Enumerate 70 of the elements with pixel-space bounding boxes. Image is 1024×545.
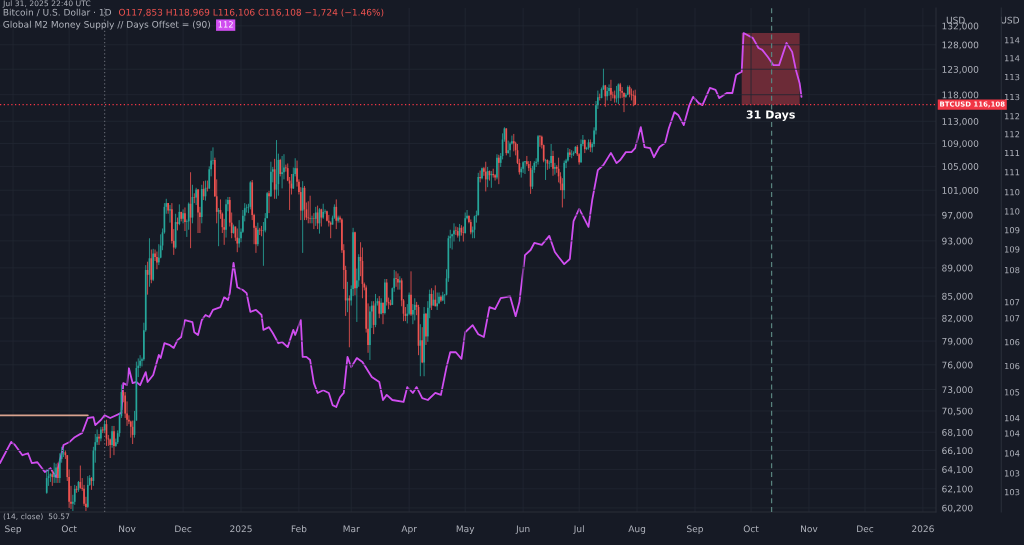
y2-tick-label: 111: [1004, 169, 1020, 176]
x-tick-label: Oct: [743, 525, 759, 533]
x-tick-label: Sep: [5, 525, 22, 534]
y2-tick-label: 109: [1004, 227, 1020, 234]
x-tick-label: Jun: [515, 525, 530, 534]
y2-tick-label: 106: [1004, 339, 1020, 346]
x-tick-label: May: [456, 525, 475, 534]
y-tick-label: 89,000: [942, 264, 973, 273]
candlestick: [507, 140, 510, 155]
y-tick-label: 97,000: [942, 211, 973, 220]
y2-tick-label: 105: [1004, 389, 1020, 396]
y-tick-label: 60,200: [942, 504, 973, 513]
y2-tick-label: 107: [1004, 299, 1020, 306]
x-tick-label: 2026: [912, 525, 934, 533]
y-tick-label: 105,000: [942, 163, 979, 171]
y2-tick-label: 113: [1004, 73, 1020, 81]
y2-tick-label: 114: [1004, 37, 1020, 44]
y2-tick-label: 104: [1004, 430, 1020, 437]
y-tick-label: 79,000: [942, 337, 973, 346]
y2-tick-label: 110: [1004, 208, 1020, 215]
y2-tick-label: 112: [1004, 113, 1020, 120]
y-tick-label: 118,000: [942, 91, 979, 100]
y-tick-label: 132,000: [942, 22, 979, 31]
y-tick-label: 62,100: [942, 485, 973, 494]
x-tick-label: Jul: [573, 525, 584, 534]
x-tick-label: Feb: [291, 525, 307, 533]
y2-tick-label: 109: [1004, 246, 1020, 253]
x-tick-label: Apr: [401, 525, 417, 534]
y2-tick-label: 111: [1004, 149, 1020, 157]
y-tick-label: 128,000: [942, 41, 979, 50]
x-tick-label: Oct: [61, 525, 77, 533]
legend-label: Global M2 Money Supply // Days Offset = (90): [3, 20, 210, 30]
annotation: 112: [218, 21, 233, 28]
y2-tick-label: 103: [1004, 489, 1020, 496]
y-axis-title: USD: [946, 16, 965, 24]
y-tick-label: 73,000: [942, 386, 973, 395]
y2-tick-label: 112: [1004, 131, 1020, 138]
y-tick-label: 109,000: [942, 140, 979, 148]
y2-tick-label: 104: [1004, 415, 1020, 422]
y2-axis-title: USD: [1001, 16, 1020, 24]
y2-tick-label: 104: [1004, 450, 1020, 457]
x-tick-label: 2025: [230, 525, 252, 533]
annotation: O117,853 H118,969 L116,106 C116,108 −1,724 (−1.46%): [118, 8, 384, 17]
x-tick-label: Sep: [687, 525, 704, 534]
y-tick-label: 113,000: [942, 118, 979, 126]
y2-tick-label: 110: [1004, 189, 1020, 196]
y-tick-label: 85,000: [942, 292, 973, 301]
y-tick-label: 66,100: [942, 447, 973, 455]
y2-tick-label: 114: [1004, 55, 1020, 62]
y-tick-label: 68,100: [942, 428, 973, 437]
y2-tick-label: 103: [1004, 470, 1020, 477]
x-tick-label: Aug: [628, 525, 646, 534]
y-tick-label: 76,000: [942, 361, 973, 370]
y2-tick-label: 108: [1004, 266, 1020, 274]
y-tick-label: 70,500: [942, 407, 973, 416]
y-tick-label: 93,000: [942, 237, 973, 246]
y-tick-label: 101,000: [942, 186, 979, 195]
x-tick-label: Dec: [857, 525, 874, 533]
y-tick-label: 123,000: [942, 65, 979, 74]
band-label: 31 Days: [746, 110, 795, 121]
y2-tick-label: 106: [1004, 362, 1020, 370]
chart-title: Bitcoin / U.S. Dollar · 1D: [3, 8, 111, 17]
y-tick-label: 82,000: [942, 314, 973, 323]
x-tick-label: Nov: [119, 525, 136, 533]
x-tick-label: Mar: [343, 525, 360, 533]
y2-tick-label: 107: [1004, 315, 1020, 322]
y2-tick-label: 113: [1004, 93, 1020, 101]
x-tick-label: Nov: [801, 525, 818, 533]
x-tick-label: Dec: [175, 525, 192, 533]
y-tick-label: 64,100: [942, 466, 973, 474]
